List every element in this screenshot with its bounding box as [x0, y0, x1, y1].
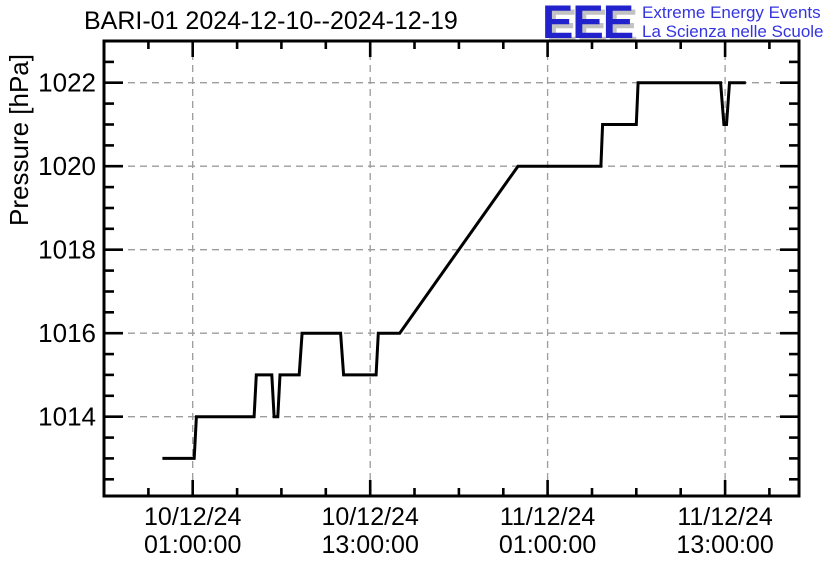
y-tick-label: 1016: [38, 318, 96, 348]
x-tick-label: 01:00:00: [144, 531, 241, 559]
eee-logo-letters: EEE: [542, 0, 634, 48]
plot-frame: [102, 39, 801, 498]
x-tick-label: 11/12/24: [500, 503, 596, 531]
y-tick-label: 1020: [38, 151, 96, 181]
eee-logo-tagline-it: La Scienza nelle Scuole: [642, 22, 824, 41]
eee-logo: EEE Extreme Energy Events La Scienza nel…: [542, 0, 824, 48]
x-tick-label: 13:00:00: [322, 531, 419, 559]
chart-title: BARI-01 2024-12-10--2024-12-19: [84, 7, 458, 35]
x-tick-label: 13:00:00: [676, 531, 773, 559]
x-tick-label: 10/12/24: [322, 503, 419, 531]
eee-logo-tagline-en: Extreme Energy Events: [642, 3, 821, 22]
data-line: [162, 81, 746, 460]
y-tick-label: 1022: [38, 68, 96, 98]
y-axis-title: Pressure [hPa]: [4, 54, 34, 226]
y-tick-label: 1014: [38, 402, 96, 432]
x-tick-label: 10/12/24: [144, 503, 241, 531]
y-tick-label: 1018: [38, 235, 96, 265]
x-tick-label: 01:00:00: [499, 531, 596, 559]
eee-logo-text: Extreme Energy Events La Scienza nelle S…: [642, 3, 823, 41]
x-tick-label: 11/12/24: [677, 503, 773, 531]
